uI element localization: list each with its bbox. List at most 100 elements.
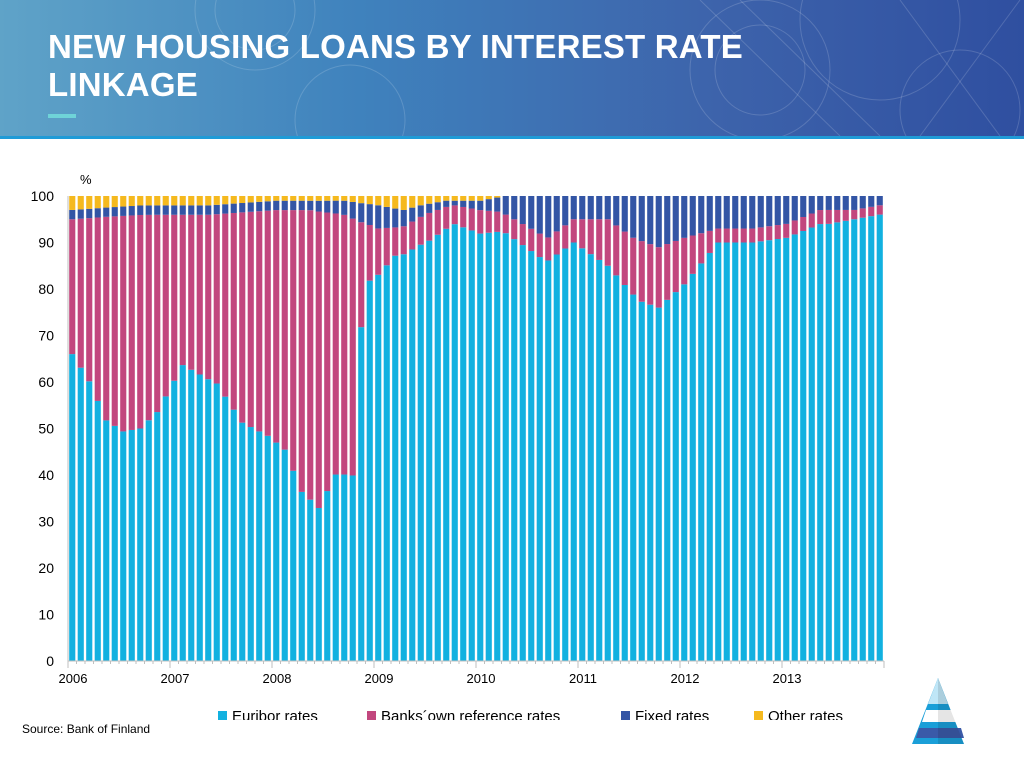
bar-segment-fixed-rates	[264, 201, 271, 211]
bar-segment-fixed-rates	[247, 202, 254, 212]
bar-segment-euribor-rates	[664, 299, 671, 661]
bar-segment-fixed-rates	[417, 205, 424, 217]
bar-segment-fixed-rates	[757, 196, 764, 228]
bar-segment-other-rates	[341, 196, 348, 201]
bar-segment-banks-own-reference-rates	[196, 214, 203, 375]
bar-segment-other-rates	[358, 196, 365, 204]
bar-segment-other-rates	[307, 196, 314, 201]
bar-segment-fixed-rates	[536, 196, 543, 234]
y-tick-label: 50	[38, 421, 54, 437]
bar-segment-euribor-rates	[460, 227, 467, 661]
bar-segment-other-rates	[205, 196, 212, 206]
stacked-bar-chart: 0 10 20 30 40 50 60 70 80 90 100% 2006 2007 2008 2009 2…	[31, 172, 885, 720]
bar-segment-euribor-rates	[400, 254, 407, 661]
slide-title-line2: LINKAGE	[48, 66, 198, 103]
bar-segment-banks-own-reference-rates	[749, 228, 756, 243]
bar-segment-euribor-rates	[545, 260, 552, 661]
bar-segment-other-rates	[366, 196, 373, 205]
bar-segment-euribor-rates	[681, 284, 688, 661]
bar-segment-euribor-rates	[315, 507, 322, 661]
bar-segment-euribor-rates	[638, 301, 645, 661]
legend-swatch	[367, 711, 376, 720]
bar-segment-fixed-rates	[876, 196, 883, 206]
bar-segment-euribor-rates	[290, 470, 297, 661]
bar-segment-fixed-rates	[111, 207, 118, 217]
bar-segment-fixed-rates	[766, 196, 773, 227]
bar-segment-euribor-rates	[630, 294, 637, 661]
bar-segment-other-rates	[375, 196, 382, 206]
bar-segment-banks-own-reference-rates	[375, 228, 382, 275]
bar-segment-other-rates	[69, 196, 76, 210]
y-tick-label: 90	[38, 235, 54, 251]
bar-segment-euribor-rates	[298, 491, 305, 661]
y-tick-label: 70	[38, 328, 54, 344]
bar-segment-fixed-rates	[485, 199, 492, 211]
bar-segment-fixed-rates	[740, 196, 747, 229]
bar-segment-euribor-rates	[749, 242, 756, 661]
bar-segment-euribor-rates	[817, 224, 824, 661]
y-axis-unit-label: %	[80, 172, 92, 187]
bar-segment-banks-own-reference-rates	[137, 214, 144, 429]
bar-segment-banks-own-reference-rates	[273, 210, 280, 443]
bar-segment-banks-own-reference-rates	[256, 211, 263, 432]
bar-segment-banks-own-reference-rates	[859, 208, 866, 218]
bar-segment-fixed-rates	[774, 196, 781, 226]
bar-segment-banks-own-reference-rates	[630, 237, 637, 295]
bar-segment-fixed-rates	[868, 196, 875, 207]
y-tick-label: 20	[38, 560, 54, 576]
bar-segment-banks-own-reference-rates	[494, 211, 501, 232]
bar-segment-fixed-rates	[460, 200, 467, 207]
bar-segment-other-rates	[171, 196, 178, 206]
bar-segment-banks-own-reference-rates	[392, 227, 399, 256]
bar-segment-other-rates	[409, 196, 416, 208]
bar-segment-fixed-rates	[723, 196, 730, 229]
y-tick-label: 100	[31, 188, 55, 204]
bar-segment-euribor-rates	[239, 422, 246, 661]
bar-segment-euribor-rates	[808, 227, 815, 661]
bar-segment-banks-own-reference-rates	[783, 223, 790, 238]
bar-segment-euribor-rates	[264, 435, 271, 661]
bar-segment-euribor-rates	[732, 242, 739, 661]
bar-segment-banks-own-reference-rates	[298, 210, 305, 492]
bar-segment-euribor-rates	[273, 442, 280, 661]
bar-segment-other-rates	[468, 196, 475, 201]
bar-segment-fixed-rates	[477, 200, 484, 211]
bar-segment-fixed-rates	[383, 206, 390, 228]
bar-segment-fixed-rates	[494, 197, 501, 212]
bar-segment-fixed-rates	[256, 201, 263, 212]
bar-segment-euribor-rates	[145, 420, 152, 661]
bar-segment-fixed-rates	[851, 196, 858, 210]
bar-segment-other-rates	[162, 196, 169, 206]
bar-segment-euribor-rates	[502, 233, 509, 661]
bar-segment-banks-own-reference-rates	[698, 233, 705, 264]
bar-segment-other-rates	[315, 196, 322, 201]
bar-segment-banks-own-reference-rates	[562, 225, 569, 249]
bar-segment-fixed-rates	[587, 196, 594, 220]
bar-segment-euribor-rates	[247, 427, 254, 661]
bar-segment-banks-own-reference-rates	[434, 209, 441, 235]
bar-segment-euribor-rates	[162, 396, 169, 661]
bar-segment-euribor-rates	[859, 217, 866, 661]
bar-segment-euribor-rates	[613, 275, 620, 661]
bar-segment-fixed-rates	[120, 206, 127, 216]
bar-segment-banks-own-reference-rates	[120, 215, 127, 432]
bar-segment-other-rates	[179, 196, 186, 206]
bar-segment-fixed-rates	[698, 196, 705, 234]
bar-segment-fixed-rates	[281, 200, 288, 211]
legend-label: Euribor rates	[232, 708, 318, 720]
bar-segment-other-rates	[120, 196, 127, 207]
bar-segment-other-rates	[281, 196, 288, 201]
x-tick-label: 2008	[263, 671, 292, 686]
bar-segment-banks-own-reference-rates	[128, 215, 135, 430]
bar-segment-euribor-rates	[171, 380, 178, 661]
y-tick-label: 10	[38, 607, 54, 623]
bar-segment-banks-own-reference-rates	[876, 205, 883, 215]
bar-segment-banks-own-reference-rates	[647, 244, 654, 305]
bar-segment-fixed-rates	[655, 196, 662, 248]
legend-swatch	[621, 711, 630, 720]
bar-segment-euribor-rates	[834, 222, 841, 661]
header-divider	[0, 136, 1024, 139]
bar-segment-euribor-rates	[409, 249, 416, 661]
bar-segment-euribor-rates	[689, 273, 696, 661]
bar-segment-fixed-rates	[341, 200, 348, 215]
